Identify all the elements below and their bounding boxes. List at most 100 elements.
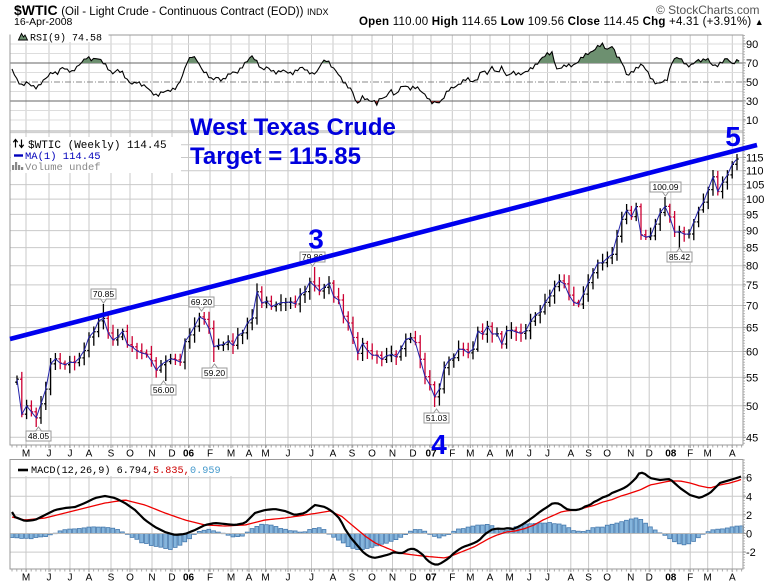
svg-text:N: N — [148, 449, 155, 460]
svg-text:90: 90 — [746, 39, 758, 51]
svg-text:D: D — [409, 573, 416, 584]
svg-text:5.835,: 5.835, — [153, 466, 190, 477]
svg-text:115: 115 — [746, 153, 764, 165]
svg-text:A: A — [729, 449, 736, 460]
svg-text:80: 80 — [746, 261, 758, 273]
svg-text:M: M — [261, 573, 269, 584]
svg-text:A: A — [86, 449, 93, 460]
svg-text:4: 4 — [431, 429, 447, 460]
svg-text:J: J — [527, 449, 532, 460]
svg-text:Target = 115.85: Target = 115.85 — [190, 143, 361, 170]
svg-text:A: A — [567, 573, 574, 584]
svg-text:M: M — [227, 449, 235, 460]
svg-text:-2: -2 — [746, 547, 756, 559]
svg-text:69.20: 69.20 — [191, 297, 213, 307]
svg-text:F: F — [687, 449, 693, 460]
svg-text:MA(1) 114.45: MA(1) 114.45 — [25, 151, 101, 163]
svg-text:100: 100 — [746, 194, 764, 206]
svg-text:6: 6 — [746, 473, 752, 485]
svg-text:West Texas Crude: West Texas Crude — [190, 114, 396, 141]
svg-text:F: F — [687, 573, 693, 584]
svg-text:M: M — [466, 449, 474, 460]
svg-text:75: 75 — [746, 280, 758, 292]
svg-text:08: 08 — [665, 573, 677, 584]
svg-text:S: S — [108, 449, 115, 460]
svg-text:0.959: 0.959 — [190, 466, 221, 477]
svg-text:S: S — [349, 573, 356, 584]
svg-text:0: 0 — [746, 529, 752, 541]
svg-text:O: O — [368, 573, 376, 584]
svg-text:J: J — [286, 573, 291, 584]
svg-text:A: A — [330, 573, 337, 584]
svg-text:S: S — [349, 449, 356, 460]
svg-text:M: M — [466, 573, 474, 584]
svg-text:O: O — [603, 449, 611, 460]
svg-text:N: N — [627, 573, 634, 584]
svg-text:A: A — [246, 573, 253, 584]
svg-text:D: D — [646, 449, 653, 460]
svg-text:Volume undef: Volume undef — [25, 162, 101, 174]
svg-text:M: M — [704, 573, 712, 584]
svg-text:S: S — [585, 573, 592, 584]
svg-text:F: F — [207, 449, 213, 460]
svg-text:J: J — [545, 449, 550, 460]
svg-text:J: J — [545, 573, 550, 584]
svg-text:55: 55 — [746, 372, 758, 384]
svg-text:S: S — [585, 449, 592, 460]
svg-text:60: 60 — [746, 347, 758, 359]
svg-text:D: D — [168, 449, 175, 460]
svg-text:100.09: 100.09 — [653, 182, 679, 192]
svg-text:RSI(9) 74.58: RSI(9) 74.58 — [30, 33, 102, 45]
svg-text:O: O — [126, 573, 134, 584]
svg-text:S: S — [108, 573, 115, 584]
svg-text:48.05: 48.05 — [28, 431, 50, 441]
svg-text:07: 07 — [425, 449, 437, 460]
svg-text:50: 50 — [746, 77, 758, 89]
svg-text:M: M — [704, 449, 712, 460]
svg-text:J: J — [286, 449, 291, 460]
svg-text:A: A — [729, 573, 736, 584]
svg-text:O: O — [603, 573, 611, 584]
svg-text:F: F — [449, 573, 455, 584]
svg-text:M: M — [22, 449, 30, 460]
svg-text:51.03: 51.03 — [426, 413, 448, 423]
svg-text:J: J — [68, 573, 73, 584]
svg-text:M: M — [506, 449, 514, 460]
svg-text:J: J — [309, 573, 314, 584]
svg-text:MACD(12,26,9) 6.794,: MACD(12,26,9) 6.794, — [31, 465, 153, 477]
svg-text:3: 3 — [308, 224, 324, 255]
svg-text:65: 65 — [746, 323, 758, 335]
svg-text:2: 2 — [746, 510, 752, 522]
svg-text:M: M — [22, 573, 30, 584]
svg-text:56.00: 56.00 — [153, 385, 175, 395]
svg-text:J: J — [47, 449, 52, 460]
svg-text:105: 105 — [746, 180, 764, 192]
svg-text:30: 30 — [746, 96, 758, 108]
svg-text:A: A — [567, 449, 574, 460]
svg-text:M: M — [261, 449, 269, 460]
svg-text:A: A — [487, 573, 494, 584]
svg-text:90: 90 — [746, 226, 758, 238]
svg-text:4: 4 — [746, 491, 752, 503]
svg-text:110: 110 — [746, 166, 764, 178]
svg-text:79.86: 79.86 — [302, 252, 324, 262]
svg-text:59.20: 59.20 — [204, 368, 226, 378]
svg-text:70: 70 — [746, 301, 758, 313]
svg-text:06: 06 — [183, 449, 195, 460]
svg-text:70: 70 — [746, 58, 758, 70]
svg-text:D: D — [409, 449, 416, 460]
svg-text:85.42: 85.42 — [669, 252, 691, 262]
svg-text:M: M — [506, 573, 514, 584]
svg-text:O: O — [126, 449, 134, 460]
svg-text:A: A — [86, 573, 93, 584]
svg-text:D: D — [646, 573, 653, 584]
svg-text:45: 45 — [746, 432, 758, 444]
svg-text:O: O — [368, 449, 376, 460]
svg-text:N: N — [627, 449, 634, 460]
svg-text:5: 5 — [725, 121, 741, 152]
svg-text:D: D — [168, 573, 175, 584]
svg-text:J: J — [47, 573, 52, 584]
svg-text:85: 85 — [746, 243, 758, 255]
svg-text:08: 08 — [665, 449, 677, 460]
svg-text:J: J — [527, 573, 532, 584]
